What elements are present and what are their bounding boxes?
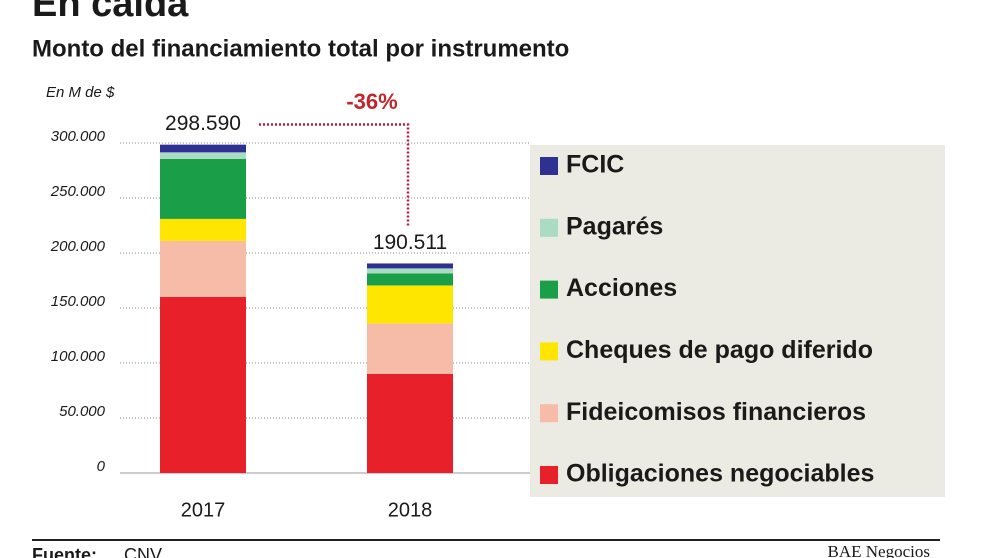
bar-segment: [367, 268, 453, 274]
bar-segment: [160, 218, 246, 241]
legend-box: [530, 145, 945, 497]
y-axis-label: En M de $: [46, 84, 115, 101]
chart-subtitle: Monto del financiamiento total por instr…: [32, 35, 569, 62]
legend-label: Pagarés: [566, 212, 663, 240]
legend-swatch: [540, 404, 558, 423]
bar-segment: [367, 323, 453, 374]
legend-label: Obligaciones negociables: [566, 460, 874, 488]
bar-segment: [160, 240, 246, 297]
y-tick-label: 300.000: [51, 128, 106, 145]
legend-label: Acciones: [566, 274, 677, 302]
bar-segment: [160, 144, 246, 153]
y-tick-label: 0: [97, 458, 106, 475]
legend-swatch: [540, 280, 558, 299]
legend-swatch: [540, 157, 558, 175]
bar-segment: [160, 297, 246, 473]
legend-label: Cheques de pago diferido: [566, 336, 873, 364]
credit: BAE Negocios: [828, 542, 930, 558]
chart-title: En caída: [32, 0, 189, 25]
bar-segment: [367, 273, 453, 286]
y-tick-label: 50.000: [59, 403, 106, 420]
legend-label: Fideicomisos financieros: [566, 398, 866, 426]
source-label: Fuente:: [32, 545, 97, 558]
legend-swatch: [540, 342, 558, 361]
bar-segment: [367, 374, 453, 473]
y-tick-label: 200.000: [50, 238, 106, 255]
bar-segment: [367, 263, 453, 269]
y-tick-label: 250.000: [50, 183, 106, 200]
y-tick-label: 100.000: [51, 348, 106, 365]
change-connector: [259, 123, 410, 228]
legend-swatch: [540, 218, 558, 237]
source: CNV: [124, 545, 162, 558]
x-tick-label: 2018: [388, 499, 433, 521]
total-label: 298.590: [165, 112, 241, 135]
x-tick-label: 2017: [181, 499, 226, 521]
change-annotation: -36%: [346, 89, 397, 114]
bar-segment: [160, 152, 246, 159]
legend-swatch: [540, 466, 558, 484]
y-tick-label: 150.000: [51, 293, 106, 310]
bar-segment: [367, 285, 453, 324]
legend-label: FCIC: [566, 151, 624, 179]
total-label: 190.511: [373, 231, 447, 254]
bar-segment: [160, 158, 246, 219]
